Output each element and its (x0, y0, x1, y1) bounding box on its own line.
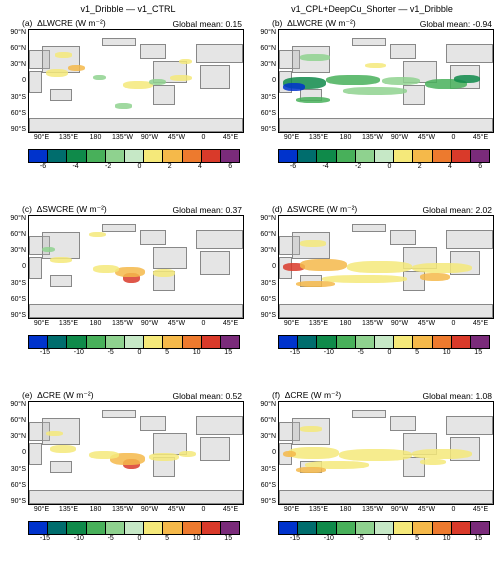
figure: v1_Dribble — v1_CTRL v1_CPL+DeepCu_Short… (0, 0, 500, 585)
global-mean: Global mean: 0.52 (173, 391, 242, 401)
panel-f: (f) ΔCRE (W m⁻²) Global mean: 1.08 90°N6… (256, 390, 494, 570)
global-mean: Global mean: 0.37 (173, 205, 242, 215)
x-axis: 90°E135°E180135°W90°W45°W045°E (278, 319, 494, 329)
panel-label: (d) ΔSWCRE (W m⁻²) (272, 204, 357, 215)
y-axis: 90°N60°N30°N030°S60°S90°S (6, 215, 28, 319)
panel-label: (a) ΔLWCRE (W m⁻²) (22, 18, 106, 29)
colorbar-ticks: -15-10-5051015 (28, 349, 244, 356)
panel-d: (d) ΔSWCRE (W m⁻²) Global mean: 2.02 90°… (256, 204, 494, 384)
colorbar-ticks: -15-10-5051015 (278, 535, 494, 542)
y-axis: 90°N60°N30°N030°S60°S90°S (6, 29, 28, 133)
map-b (278, 29, 494, 133)
x-axis: 90°E135°E180135°W90°W45°W045°E (278, 505, 494, 515)
panel-c: (c) ΔSWCRE (W m⁻²) Global mean: 0.37 90°… (6, 204, 244, 384)
colorbar (278, 149, 490, 163)
map-a (28, 29, 244, 133)
column-titles: v1_Dribble — v1_CTRL v1_CPL+DeepCu_Short… (6, 4, 494, 18)
colorbar-ticks: -15-10-5051015 (28, 535, 244, 542)
y-axis: 90°N60°N30°N030°S60°S90°S (256, 401, 278, 505)
panel-b: (b) ΔLWCRE (W m⁻²) Global mean: -0.94 90… (256, 18, 494, 198)
map-f (278, 401, 494, 505)
panel-label: (c) ΔSWCRE (W m⁻²) (22, 204, 107, 215)
row-2: (e) ΔCRE (W m⁻²) Global mean: 0.52 90°N6… (6, 390, 494, 570)
y-axis: 90°N60°N30°N030°S60°S90°S (256, 29, 278, 133)
colorbar-ticks: -6-4-20246 (28, 163, 244, 170)
global-mean: Global mean: -0.94 (420, 19, 492, 29)
col-title-left: v1_Dribble — v1_CTRL (6, 4, 250, 18)
map-d (278, 215, 494, 319)
x-axis: 90°E135°E180135°W90°W45°W045°E (28, 133, 244, 143)
panel-e: (e) ΔCRE (W m⁻²) Global mean: 0.52 90°N6… (6, 390, 244, 570)
colorbar (28, 521, 240, 535)
global-mean: Global mean: 1.08 (423, 391, 492, 401)
x-axis: 90°E135°E180135°W90°W45°W045°E (278, 133, 494, 143)
col-title-right: v1_CPL+DeepCu_Shorter — v1_Dribble (250, 4, 494, 18)
panel-label: (b) ΔLWCRE (W m⁻²) (272, 18, 356, 29)
panel-label: (e) ΔCRE (W m⁻²) (22, 390, 94, 401)
y-axis: 90°N60°N30°N030°S60°S90°S (256, 215, 278, 319)
y-axis: 90°N60°N30°N030°S60°S90°S (6, 401, 28, 505)
global-mean: Global mean: 0.15 (173, 19, 242, 29)
row-0: (a) ΔLWCRE (W m⁻²) Global mean: 0.15 90°… (6, 18, 494, 198)
colorbar (28, 149, 240, 163)
x-axis: 90°E135°E180135°W90°W45°W045°E (28, 505, 244, 515)
panel-a: (a) ΔLWCRE (W m⁻²) Global mean: 0.15 90°… (6, 18, 244, 198)
colorbar (278, 521, 490, 535)
colorbar (278, 335, 490, 349)
row-1: (c) ΔSWCRE (W m⁻²) Global mean: 0.37 90°… (6, 204, 494, 384)
panel-label: (f) ΔCRE (W m⁻²) (272, 390, 341, 401)
x-axis: 90°E135°E180135°W90°W45°W045°E (28, 319, 244, 329)
colorbar-ticks: -15-10-5051015 (278, 349, 494, 356)
colorbar-ticks: -6-4-20246 (278, 163, 494, 170)
colorbar (28, 335, 240, 349)
map-c (28, 215, 244, 319)
map-e (28, 401, 244, 505)
global-mean: Global mean: 2.02 (423, 205, 492, 215)
